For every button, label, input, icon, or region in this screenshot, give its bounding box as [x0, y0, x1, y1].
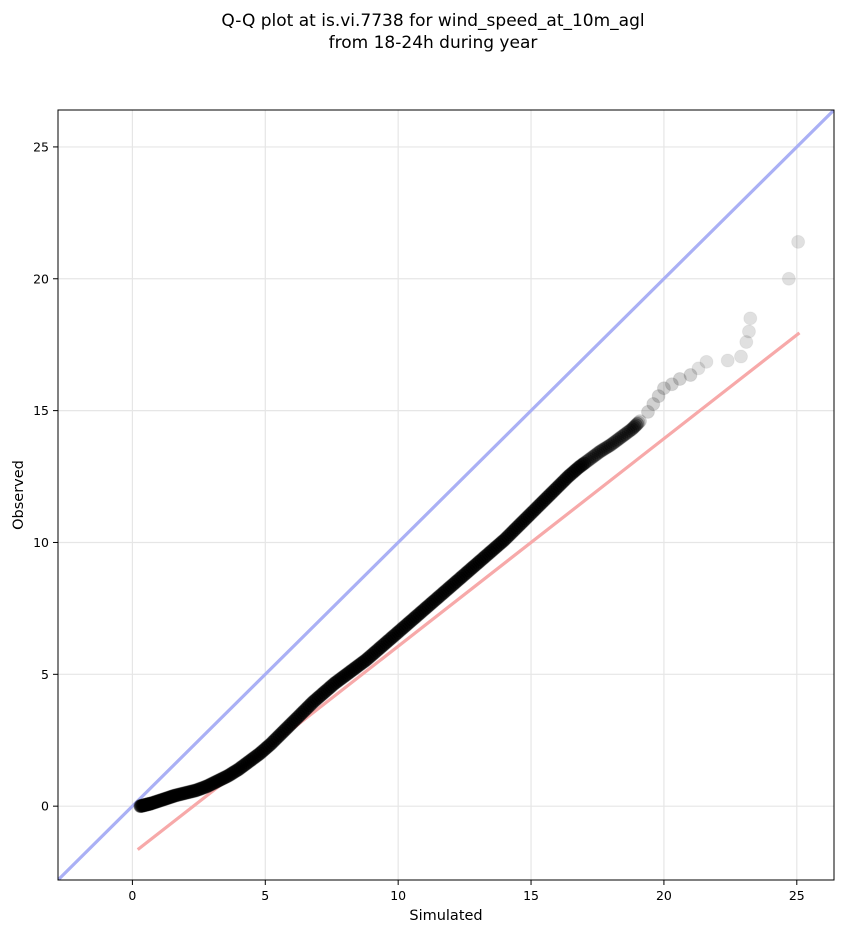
- y-axis-ticks: 0 5 10 15 20 25: [33, 139, 58, 814]
- data-point-261: [577, 456, 592, 471]
- data-point-267: [587, 448, 602, 463]
- grid-lines: [58, 110, 834, 880]
- data-point-274: [600, 440, 615, 455]
- chart-title-line-1: Q-Q plot at is.vi.7738 for wind_speed_at…: [221, 11, 644, 31]
- y-tick-label-3: 15: [33, 403, 49, 418]
- data-point-262: [578, 455, 593, 470]
- x-tick-label-5: 25: [789, 888, 805, 903]
- x-tick-label-2: 10: [390, 888, 406, 903]
- data-point-276: [603, 437, 618, 452]
- data-point-306: [739, 335, 754, 350]
- x-tick-label-4: 20: [656, 888, 672, 903]
- data-point-290: [627, 419, 642, 434]
- data-point-297: [651, 389, 666, 404]
- data-point-279: [609, 433, 624, 448]
- y-tick-label-2: 10: [33, 535, 49, 550]
- y-tick-label-5: 25: [33, 139, 49, 154]
- y-tick-label-0: 0: [41, 799, 49, 814]
- data-point-282: [614, 429, 629, 444]
- data-point-271: [594, 443, 609, 458]
- data-point-280: [610, 432, 625, 447]
- data-point-301: [683, 368, 698, 383]
- data-point-283: [616, 428, 631, 443]
- data-point-265: [584, 451, 599, 466]
- data-point-266: [586, 449, 601, 464]
- plot-frame: [57, 109, 835, 881]
- data-point-263: [580, 453, 595, 468]
- identity-line: [58, 110, 834, 880]
- data-point-305: [733, 349, 748, 364]
- data-point-296: [646, 397, 661, 412]
- data-point-281: [612, 431, 627, 446]
- data-point-275: [601, 438, 616, 453]
- x-axis-label: Simulated: [409, 908, 482, 924]
- data-point-278: [607, 435, 622, 450]
- y-tick-label-1: 5: [41, 667, 49, 682]
- y-axis-label: Observed: [11, 460, 27, 530]
- data-point-273: [598, 441, 613, 456]
- data-point-299: [664, 377, 679, 392]
- data-point-291: [629, 418, 644, 433]
- data-point-298: [656, 381, 671, 396]
- data-point-286: [621, 424, 636, 439]
- data-point-288: [625, 422, 640, 437]
- data-point-292: [630, 416, 645, 431]
- data-point-310: [791, 234, 806, 249]
- data-point-264: [582, 452, 597, 467]
- data-point-304: [720, 353, 735, 368]
- data-point-272: [596, 442, 611, 457]
- data-point-294: [633, 414, 647, 429]
- data-point-269: [591, 445, 606, 460]
- data-point-308: [743, 311, 758, 326]
- x-tick-label-1: 5: [261, 888, 269, 903]
- data-point-289: [626, 420, 641, 435]
- x-axis-ticks: 0 5 10 15 20 25: [128, 880, 805, 903]
- data-point-293: [631, 415, 646, 430]
- data-point-303: [699, 354, 714, 369]
- data-point-302: [691, 361, 706, 376]
- data-point-285: [619, 426, 634, 441]
- chart-title-line-2: from 18-24h during year: [329, 33, 538, 53]
- data-point-309: [781, 271, 796, 286]
- y-tick-label-4: 20: [33, 271, 49, 286]
- data-point-284: [617, 427, 632, 442]
- data-points: [133, 234, 806, 814]
- data-point-277: [605, 436, 620, 451]
- data-point-270: [593, 444, 608, 459]
- x-tick-label-3: 15: [523, 888, 539, 903]
- data-point-307: [741, 324, 756, 339]
- data-point-295: [640, 404, 655, 419]
- x-tick-label-0: 0: [128, 888, 136, 903]
- data-point-300: [672, 371, 687, 386]
- data-point-268: [589, 447, 604, 462]
- data-point-287: [623, 423, 638, 438]
